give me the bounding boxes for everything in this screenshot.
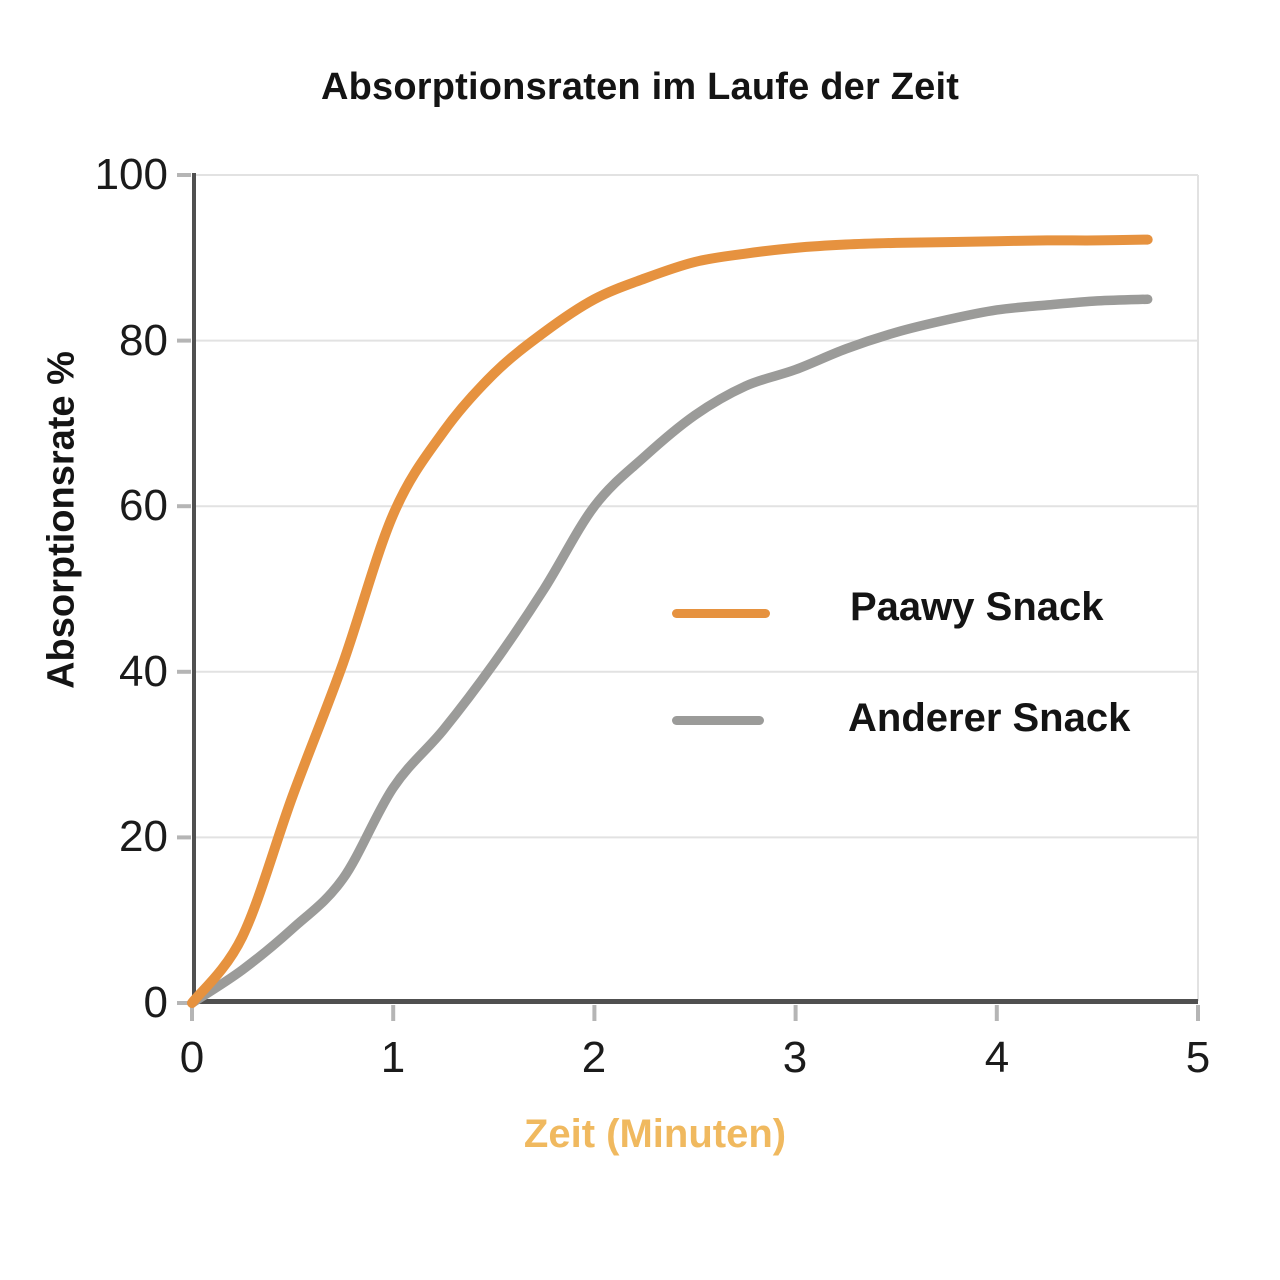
legend-swatch-other xyxy=(672,716,764,725)
legend-label-other: Anderer Snack xyxy=(848,696,1131,740)
y-tick-label-60: 60 xyxy=(119,481,168,530)
y-tick-label-0: 0 xyxy=(143,978,168,1027)
legend-swatch-paawy xyxy=(672,609,770,618)
x-tick-label-1: 1 xyxy=(380,1033,406,1082)
x-axis-title: Zeit (Minuten) xyxy=(523,1112,787,1156)
y-tick-label-20: 20 xyxy=(119,812,168,861)
legend-label-paawy: Paawy Snack xyxy=(850,585,1104,629)
series-line-anderer-snack xyxy=(187,294,1153,1008)
series-line-paawy-snack xyxy=(187,234,1153,1008)
x-tick-label-2: 2 xyxy=(581,1033,607,1082)
chart-title: Absorptionsraten im Laufe der Zeit xyxy=(320,66,960,108)
y-tick-label-80: 80 xyxy=(119,316,168,365)
x-tick-label-5: 5 xyxy=(1185,1033,1211,1082)
y-tick-label-100: 100 xyxy=(94,150,168,199)
x-tick-label-0: 0 xyxy=(179,1033,205,1082)
x-tick-label-4: 4 xyxy=(984,1033,1010,1082)
y-tick-label-40: 40 xyxy=(119,647,168,696)
x-tick-label-3: 3 xyxy=(782,1033,808,1082)
